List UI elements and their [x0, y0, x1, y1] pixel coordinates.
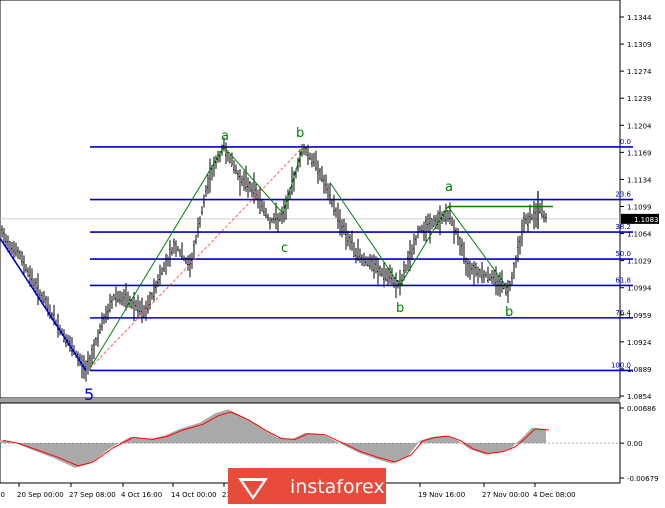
axes: 1.1344 1.1309 1.1274 1.1239 1.1204 1.1169 1.11…: [0, 14, 659, 499]
time-tick-label: 27 Nov 00:00: [482, 491, 529, 499]
instaforex-logo-icon: [238, 478, 268, 500]
price-tick-label: 1.0924: [627, 339, 652, 347]
price-tick-label: 1.1134: [627, 176, 652, 184]
wave-trend-line: [89, 146, 225, 369]
time-tick-label: 4 Dec 08:00: [533, 491, 576, 499]
time-tick-label: 00: [0, 491, 5, 499]
oscillator-tick-label: 0.00686: [627, 405, 656, 413]
time-tick-label: 14 Oct 00:00: [171, 491, 217, 499]
price-tick-label: 1.1309: [627, 41, 652, 49]
wave-label: b: [396, 301, 404, 316]
fib-level-label: 23.6: [615, 191, 631, 199]
wave-label: a: [445, 180, 453, 195]
wave-label: 5: [84, 385, 94, 404]
price-tick-label: 1.0854: [627, 393, 652, 401]
oscillator-histogram: [0, 409, 546, 468]
wave-trend-line: [329, 182, 401, 286]
wave-label: b: [505, 305, 513, 320]
price-tick-label: 1.1064: [627, 231, 652, 239]
fib-level-label: 100.0: [611, 361, 631, 369]
time-tick-label: 20 Sep 00:00: [17, 491, 64, 499]
price-tick-label: 1.1274: [627, 68, 652, 76]
current-price-label: 1.1083: [634, 216, 659, 224]
fib-level-label: 50.0: [615, 250, 631, 258]
price-tick-label: 1.1204: [627, 122, 652, 130]
price-tick-label: 1.1029: [627, 258, 652, 266]
wave-trend-line: [282, 146, 304, 214]
price-tick-label: 1.0889: [627, 366, 652, 374]
wave-label: c: [281, 241, 288, 256]
price-tick-label: 1.1239: [627, 95, 652, 103]
time-tick-label: 19 Nov 16:00: [418, 491, 465, 499]
oscillator-tick-label: 0.00: [627, 440, 643, 448]
current-price-box: [621, 213, 659, 224]
wave-trend-line: [223, 146, 284, 214]
fib-level-label: 61.8: [615, 276, 631, 284]
price-tick-label: 1.0959: [627, 312, 652, 320]
price-tick-label: 1.1344: [627, 14, 652, 22]
retracement-dashed-line: [89, 146, 304, 369]
oscillator-tick-label: -0.00679: [627, 475, 658, 483]
wave-annotations: 5 a b c b a b: [0, 126, 553, 404]
price-tick-label: 1.0994: [627, 285, 652, 293]
price-tick-label: 1.1169: [627, 149, 652, 157]
wave-label: a: [221, 129, 229, 144]
price-series: [0, 137, 620, 382]
wave5-trend-line: [0, 237, 87, 371]
price-tick-label: 1.1099: [627, 204, 652, 212]
fib-level-label: 76.4: [615, 309, 631, 317]
oscillator: [0, 409, 620, 468]
panel-separator: [0, 398, 620, 403]
wave-label: b: [296, 126, 304, 141]
fib-level-label: 0.0: [620, 138, 631, 146]
wave-trend-line: [447, 206, 509, 289]
fib-level-label: 38.2: [615, 223, 631, 231]
time-tick-label: 4 Oct 16:00: [121, 491, 162, 499]
oscillator-signal-line: [2, 411, 550, 467]
watermark-text: instaforex: [290, 476, 385, 498]
wave-trend-line: [399, 206, 449, 286]
instaforex-watermark: instaforex: [228, 468, 386, 504]
time-tick-label: 27 Sep 08:00: [69, 491, 116, 499]
